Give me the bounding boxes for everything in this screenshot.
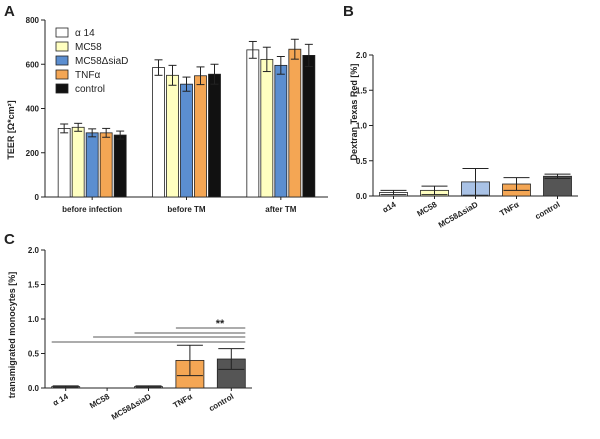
panel-b-error-bar <box>503 177 530 191</box>
panel-a-bar <box>71 126 85 198</box>
panel-a-error-bar <box>60 123 69 134</box>
panel-a-legend: α 14 MC58 MC58ΔsiaD TNFα control <box>55 27 128 95</box>
panel-b-error-bar <box>380 189 407 196</box>
panel-b-category-label: MC58ΔsiaD <box>437 200 480 230</box>
legend-swatch <box>55 27 69 38</box>
legend-entry: TNFα <box>75 70 100 81</box>
panel-c-y-tick-label: 0.5 <box>28 350 40 359</box>
panel-b-y-tick-label: 0.5 <box>356 157 368 166</box>
panel-b-ylabel: Dextran Texas Red [%] <box>349 64 359 161</box>
panel-b-category-label: MC58 <box>416 200 439 219</box>
legend-swatch <box>55 41 69 52</box>
legend-entry: control <box>75 84 105 95</box>
panel-a-bar <box>113 134 127 198</box>
panel-c-category-label: α 14 <box>51 392 70 408</box>
panel-a-error-bar <box>196 66 205 86</box>
panel-a-error-bar <box>102 127 111 138</box>
panel-a-error-bar <box>262 46 271 73</box>
panel-c-error-bar <box>176 344 203 377</box>
panel-a-bar <box>166 74 179 198</box>
panel-a-error-bar <box>248 40 257 59</box>
panel-a-y-tick-label: 400 <box>26 105 40 114</box>
panel-b-category-label: TNFα <box>498 200 520 218</box>
panel-a-error-bar <box>290 38 299 60</box>
panel-c-y-tick-label: 1.0 <box>28 315 40 324</box>
panel-b-bar <box>543 175 572 197</box>
panel-a-bar <box>208 73 221 198</box>
panel-a-bar <box>57 128 71 198</box>
legend-swatch <box>55 69 69 80</box>
panel-c-category-label: TNFα <box>172 392 194 410</box>
panel-c-y-tick-label: 2.0 <box>28 246 40 255</box>
panel-a-error-bar <box>88 128 97 138</box>
panel-c-y-tick-label: 1.5 <box>28 281 40 290</box>
legend-entry: MC58 <box>75 42 102 53</box>
panel-a-y-tick-label: 200 <box>26 149 40 158</box>
panel-b-y-tick-label: 2.0 <box>356 51 368 60</box>
panel-a-bar <box>260 58 274 198</box>
legend-entry: MC58ΔsiaD <box>75 56 128 67</box>
panel-a: 0 200 400 600 800 before infection before TM af… <box>26 16 328 214</box>
panel-a-y-tick-label: 800 <box>26 16 40 25</box>
panel-a-bar <box>152 67 165 198</box>
panel-c-error-bar <box>52 385 79 388</box>
panel-a-error-bar <box>74 122 83 132</box>
panel-a-error-bar <box>168 64 177 86</box>
panel-a-error-bar <box>276 56 285 75</box>
panel-c-y-tick-label: 0.0 <box>28 384 40 393</box>
legend-entry: α 14 <box>75 28 95 39</box>
panel-a-bar <box>288 48 302 198</box>
panel-a-bar <box>85 132 99 198</box>
panel-c-category-label: control <box>207 392 235 413</box>
panel-label-c: C <box>4 231 15 248</box>
panel-a-bar <box>180 83 193 198</box>
panel-label-b: B <box>343 3 354 20</box>
panel-a-y-tick-label: 600 <box>26 60 40 69</box>
panel-a-bar <box>246 49 260 198</box>
panel-c-category-label: MC58ΔsiaD <box>110 392 153 422</box>
panel-c-error-bar <box>135 385 162 388</box>
panel-a-error-bar <box>210 63 219 85</box>
panel-a-ylabel: TEER [Ω*cm²] <box>6 100 16 159</box>
panel-a-bar <box>99 132 113 198</box>
panel-b-error-bar <box>421 185 448 196</box>
panel-a-category-label: before TM <box>167 205 206 214</box>
panel-c-significance-stars: ** <box>216 318 225 330</box>
panel-b-category-label: control <box>534 200 562 221</box>
panel-a-category-label: after TM <box>265 205 296 214</box>
legend-swatch <box>55 83 69 94</box>
panel-b-error-bar <box>462 168 489 196</box>
panel-c-error-bar <box>218 348 245 370</box>
panel-b-y-tick-label: 1.0 <box>356 122 368 131</box>
panel-a-bar <box>274 64 288 198</box>
panel-a-error-bar <box>154 59 163 76</box>
panel-b-y-tick-label: 0.0 <box>356 192 368 201</box>
panel-b-category-label: α14 <box>381 200 398 215</box>
panel-a-y-tick-label: 0 <box>35 193 40 202</box>
panel-a-error-bar <box>116 130 125 140</box>
legend-swatch <box>55 55 69 66</box>
panel-a-error-bar <box>304 43 313 67</box>
panel-b-error-bar <box>544 173 571 179</box>
panel-a-category-label: before infection <box>62 205 122 214</box>
panel-a-error-bar <box>182 76 191 92</box>
panel-b-y-tick-label: 1.5 <box>356 86 368 95</box>
panel-a-bar <box>302 55 316 198</box>
panel-c-category-label: MC58 <box>88 392 111 411</box>
panel-a-bar <box>194 75 207 198</box>
panel-c-ylabel: transmigrated monocytes [%] <box>7 272 17 399</box>
panel-label-a: A <box>4 3 15 20</box>
